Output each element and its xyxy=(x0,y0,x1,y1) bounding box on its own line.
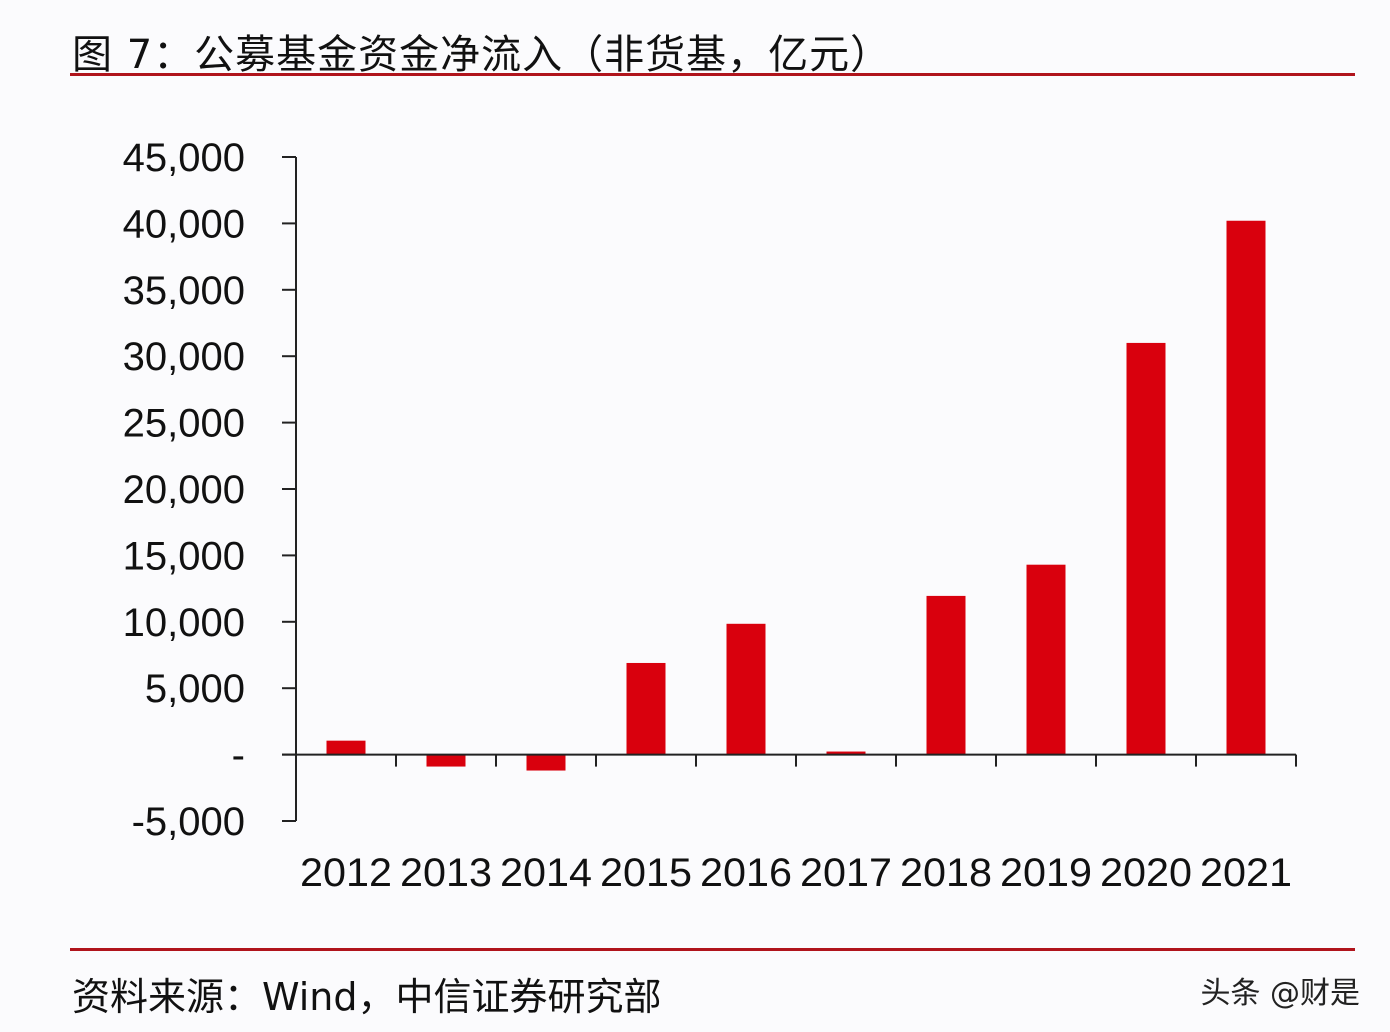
bar-2017 xyxy=(826,751,866,755)
y-tick-label: 35,000 xyxy=(123,269,245,313)
source-note: 资料来源：Wind，中信证券研究部 xyxy=(72,975,662,1019)
watermark: 头条 @财是 xyxy=(1200,976,1360,1011)
x-tick-label: 2019 xyxy=(1000,851,1092,895)
bar-2020 xyxy=(1126,342,1166,755)
x-tick-label: 2012 xyxy=(300,851,392,895)
x-tick-label: 2020 xyxy=(1100,851,1192,895)
bar-2013 xyxy=(426,754,466,767)
y-tick-label: 25,000 xyxy=(123,402,245,446)
y-tick-label: 40,000 xyxy=(123,202,245,246)
y-tick-label: 45,000 xyxy=(123,136,245,180)
footer-divider xyxy=(70,948,1355,951)
y-tick-label: 30,000 xyxy=(123,335,245,379)
x-tick-label: 2021 xyxy=(1200,851,1292,895)
bar-2015 xyxy=(626,662,666,755)
x-tick-label: 2014 xyxy=(500,851,592,895)
chart-title: 图 7：公募基金资金净流入（非货基，亿元） xyxy=(72,32,892,78)
x-tick-label: 2018 xyxy=(900,851,992,895)
bar-2016 xyxy=(726,623,766,755)
bar-2014 xyxy=(526,754,566,771)
x-tick-label: 2016 xyxy=(700,851,792,895)
bar-2019 xyxy=(1026,564,1066,755)
y-tick-label: 15,000 xyxy=(123,534,245,578)
bars xyxy=(326,220,1266,771)
bar-2012 xyxy=(326,740,366,755)
y-tick-label: -5,000 xyxy=(132,800,245,844)
y-tick-label: 5,000 xyxy=(145,667,245,711)
y-tick-label: 20,000 xyxy=(123,468,245,512)
x-axis: 2012 2013 2014 2015 2016 2017 2018 2019 2020 2021 xyxy=(282,753,1297,895)
x-tick-label: 2015 xyxy=(600,851,692,895)
title-divider xyxy=(70,73,1355,76)
x-tick-label: 2013 xyxy=(400,851,492,895)
bar-2021 xyxy=(1226,220,1266,755)
bar-2018 xyxy=(926,595,966,755)
y-axis: -5,000-5,00010,00015,00020,00025,00030,0… xyxy=(123,136,297,844)
y-tick-label: 10,000 xyxy=(123,601,245,645)
y-tick-label: - xyxy=(232,734,245,778)
x-tick-label: 2017 xyxy=(800,851,892,895)
